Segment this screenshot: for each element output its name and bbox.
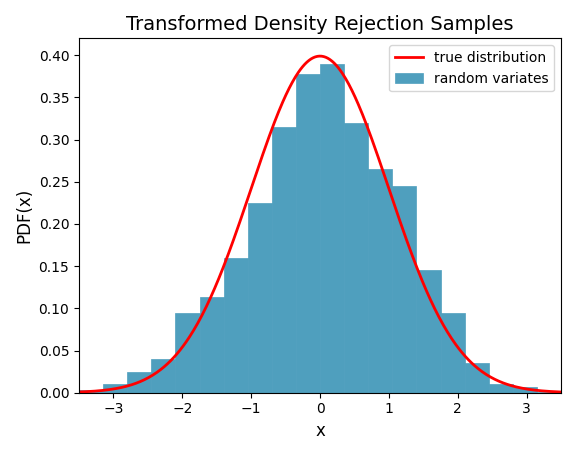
Bar (320, 64, 344, 393)
Line: true distribution: true distribution (58, 56, 576, 393)
Bar (151, 359, 176, 393)
Bar (513, 387, 537, 393)
Bar (344, 123, 368, 393)
Bar (272, 127, 296, 393)
X-axis label: x: x (315, 422, 325, 440)
Bar (465, 363, 488, 393)
Bar (199, 298, 223, 393)
true distribution (55, 390, 62, 395)
true distribution (304, 60, 310, 65)
true distribution (316, 53, 323, 59)
Bar (223, 258, 248, 393)
Legend: true distribution, random variates: true distribution, random variates (389, 46, 554, 91)
Bar (176, 313, 199, 393)
Bar (368, 169, 392, 393)
Bar (441, 313, 465, 393)
true distribution (567, 389, 574, 395)
true distribution (485, 373, 492, 379)
true distribution (306, 57, 313, 62)
Bar (537, 392, 561, 393)
Bar (488, 384, 513, 393)
Bar (103, 384, 127, 393)
Bar (296, 74, 320, 393)
Bar (79, 390, 103, 393)
Title: Transformed Density Rejection Samples: Transformed Density Rejection Samples (126, 15, 514, 34)
Bar (392, 186, 416, 393)
true distribution (367, 134, 374, 139)
Bar (127, 372, 151, 393)
Y-axis label: PDF(x): PDF(x) (15, 188, 33, 243)
Bar (416, 270, 441, 393)
Bar (248, 203, 272, 393)
true distribution (339, 71, 346, 76)
